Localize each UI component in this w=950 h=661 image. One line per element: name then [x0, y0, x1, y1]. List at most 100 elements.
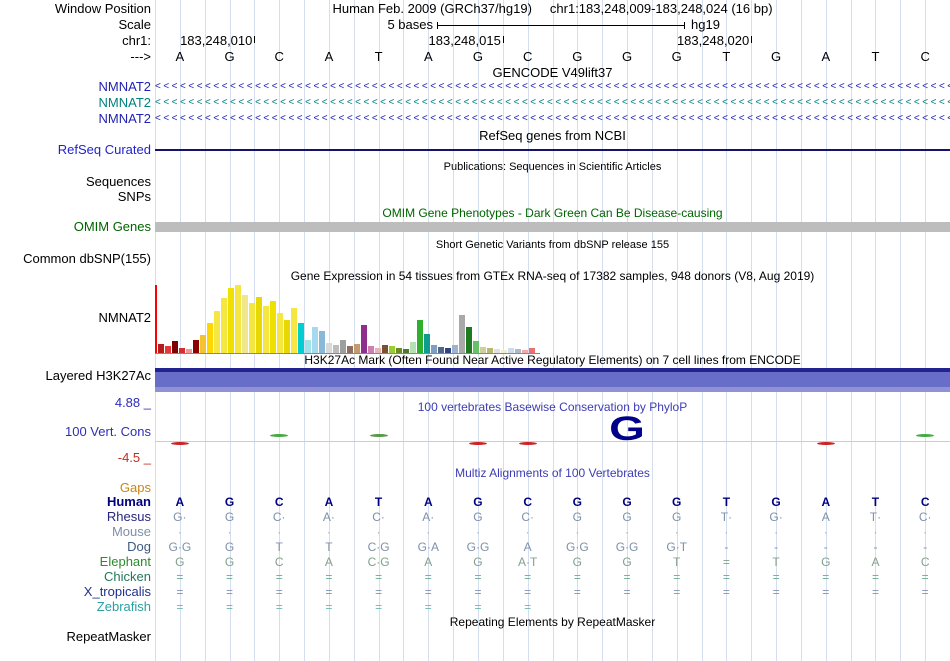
gridline	[850, 0, 852, 661]
gtex-tissue-bar[interactable]	[172, 341, 179, 353]
multiz-species-chicken[interactable]: Chicken	[104, 569, 151, 584]
gtex-tissue-bar[interactable]	[410, 342, 417, 353]
gridline	[726, 0, 728, 661]
h3k27ac-signal-band[interactable]	[155, 368, 950, 392]
gtex-tissue-bar[interactable]	[312, 327, 319, 353]
multiz-species-dog[interactable]: Dog	[127, 539, 151, 554]
gtex-tissue-bar[interactable]	[221, 298, 228, 353]
publications-sequences-label[interactable]: Sequences	[85, 174, 151, 189]
gtex-tissue-bar[interactable]	[242, 295, 249, 353]
gtex-tissue-bar[interactable]	[284, 320, 291, 353]
multiz-species-mouse[interactable]: Mouse	[111, 524, 151, 539]
gtex-tissue-bar[interactable]	[228, 288, 235, 353]
gtex-tissue-bar[interactable]	[417, 320, 424, 353]
gtex-tissue-bar[interactable]	[508, 348, 515, 353]
gtex-tissue-bar[interactable]	[347, 346, 354, 353]
gtex-tissue-bar[interactable]	[326, 343, 333, 353]
gtex-tissue-bar[interactable]	[473, 341, 480, 353]
multiz-species-gaps[interactable]: Gaps	[119, 480, 151, 495]
alignment-cell: =	[275, 585, 283, 599]
gtex-tissue-bar[interactable]	[522, 350, 529, 353]
omim-gene-bar[interactable]	[155, 222, 950, 232]
gtex-tissue-bar[interactable]	[445, 348, 452, 353]
gencode-gene-label[interactable]: NMNAT2	[98, 111, 151, 126]
gtex-tissue-bar[interactable]	[270, 301, 277, 353]
gtex-tissue-bar[interactable]	[459, 315, 466, 353]
gridline	[651, 0, 653, 661]
gtex-tissue-bar[interactable]	[396, 348, 403, 353]
alignment-cell: =	[871, 570, 879, 584]
gencode-gene-line[interactable]: <<<<<<<<<<<<<<<<<<<<<<<<<<<<<<<<<<<<<<<<…	[155, 81, 950, 92]
alignment-cell: -	[923, 540, 928, 554]
gtex-tissue-bar[interactable]	[424, 334, 431, 353]
alignment-cell: C	[920, 555, 930, 569]
gtex-tissue-bar[interactable]	[452, 345, 459, 353]
gtex-tissue-bar[interactable]	[298, 323, 305, 353]
phylop-conserved-base[interactable]: G	[609, 410, 645, 448]
gtex-tissue-bar[interactable]	[158, 344, 165, 353]
gtex-tissue-bar[interactable]	[249, 303, 256, 353]
gtex-tissue-bar[interactable]	[466, 327, 473, 353]
gtex-tissue-bar[interactable]	[494, 349, 501, 353]
omim-genes-label[interactable]: OMIM Genes	[73, 219, 151, 234]
gencode-gene-label[interactable]: NMNAT2	[98, 95, 151, 110]
multiz-species-zebrafish[interactable]: Zebrafish	[96, 599, 151, 614]
gtex-tissue-bar[interactable]	[207, 323, 214, 353]
gtex-tissue-bar[interactable]	[515, 349, 522, 353]
phylop-label[interactable]: 100 Vert. Cons	[65, 424, 151, 439]
alignment-cell: =	[325, 600, 333, 614]
gencode-gene-line[interactable]: <<<<<<<<<<<<<<<<<<<<<<<<<<<<<<<<<<<<<<<<…	[155, 97, 950, 108]
gtex-tissue-bar[interactable]	[235, 285, 242, 353]
base-letter: T	[374, 49, 383, 64]
gtex-tissue-bar[interactable]	[382, 345, 389, 353]
alignment-cell: G	[622, 510, 632, 524]
gtex-tissue-bar[interactable]	[305, 340, 312, 353]
refseq-curated-label[interactable]: RefSeq Curated	[57, 142, 151, 157]
gtex-tissue-bar[interactable]	[340, 340, 347, 353]
multiz-species-rhesus[interactable]: Rhesus	[106, 509, 151, 524]
gtex-tissue-bar[interactable]	[333, 345, 340, 353]
gtex-tissue-bar[interactable]	[263, 306, 270, 353]
gtex-tissue-bar[interactable]	[438, 347, 445, 353]
alignment-cell: G	[224, 540, 235, 554]
gtex-tissue-bar[interactable]	[487, 348, 494, 353]
gencode-gene-line[interactable]: <<<<<<<<<<<<<<<<<<<<<<<<<<<<<<<<<<<<<<<<…	[155, 113, 950, 124]
gtex-tissue-bar[interactable]	[529, 348, 536, 353]
gtex-tissue-bar[interactable]	[186, 349, 193, 353]
alignment-cell: C·	[372, 510, 385, 524]
gtex-tissue-bar[interactable]	[291, 308, 298, 353]
gtex-tissue-bar[interactable]	[431, 345, 438, 353]
repeatmasker-label[interactable]: RepeatMasker	[66, 629, 151, 644]
gtex-tissue-bar[interactable]	[200, 335, 207, 353]
gtex-tissue-bar[interactable]	[179, 348, 186, 353]
gtex-tissue-bar[interactable]	[403, 349, 410, 353]
gtex-tissue-bar[interactable]	[354, 344, 361, 353]
alignment-cell: ·	[525, 525, 530, 539]
gtex-expression-barchart[interactable]	[158, 285, 540, 353]
gtex-tissue-bar[interactable]	[319, 331, 326, 353]
gtex-tissue-bar[interactable]	[480, 347, 487, 353]
gtex-tissue-bar[interactable]	[193, 340, 200, 353]
refseq-gene-line[interactable]	[155, 149, 950, 151]
gtex-tissue-bar[interactable]	[375, 348, 382, 353]
base-letter: A	[821, 49, 831, 64]
gtex-tissue-bar[interactable]	[501, 350, 508, 353]
gtex-gene-label[interactable]: NMNAT2	[98, 310, 151, 325]
gencode-gene-label[interactable]: NMNAT2	[98, 79, 151, 94]
gtex-tissue-bar[interactable]	[389, 346, 396, 353]
gtex-tissue-bar[interactable]	[361, 325, 368, 353]
gtex-tissue-bar[interactable]	[165, 346, 172, 353]
multiz-species-x_tropicalis[interactable]: X_tropicalis	[83, 584, 151, 599]
publications-snps-label[interactable]: SNPs	[117, 189, 151, 204]
gtex-tissue-bar[interactable]	[214, 311, 221, 353]
ruler-position: 183,248,010	[180, 33, 253, 48]
gtex-tissue-bar[interactable]	[368, 346, 375, 353]
multiz-species-human[interactable]: Human	[106, 494, 151, 509]
gtex-tissue-bar[interactable]	[256, 297, 263, 353]
gtex-tissue-bar[interactable]	[277, 313, 284, 353]
alignment-cell: C	[920, 495, 930, 509]
h3k27ac-label[interactable]: Layered H3K27Ac	[45, 368, 151, 383]
multiz-species-elephant[interactable]: Elephant	[99, 554, 151, 569]
dbsnp-label[interactable]: Common dbSNP(155)	[23, 251, 151, 266]
